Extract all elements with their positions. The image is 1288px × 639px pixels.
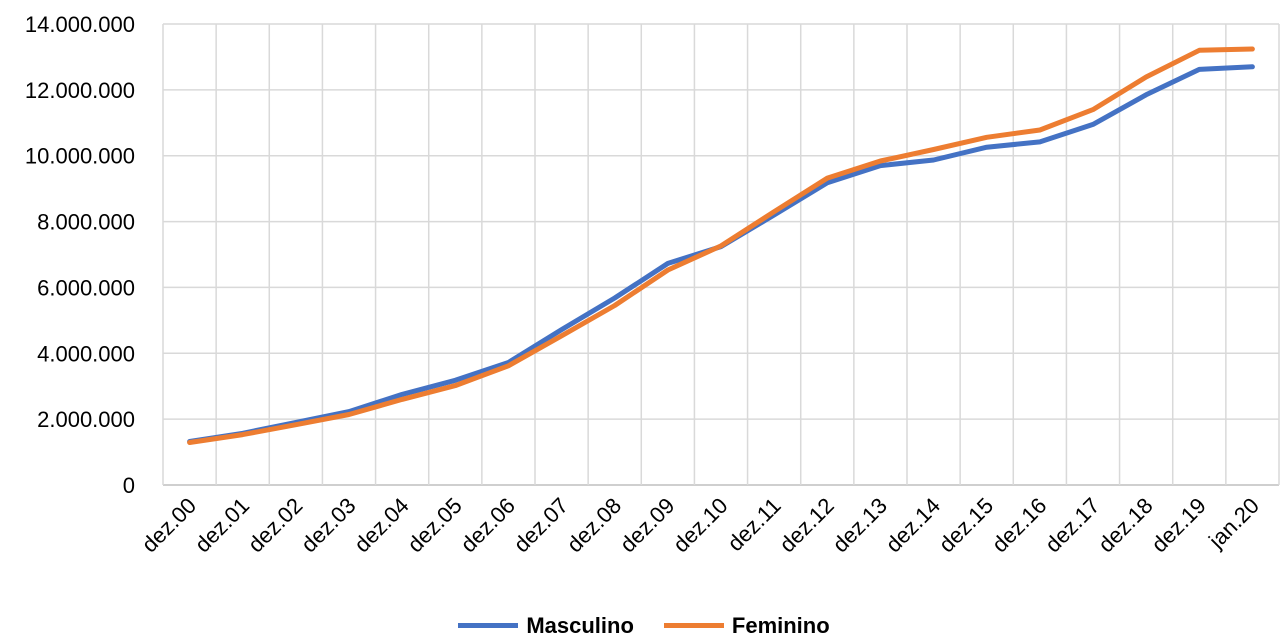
legend-item-masculino: Masculino <box>458 613 634 639</box>
y-tick-label: 4.000.000 <box>37 341 135 366</box>
legend-label-masculino: Masculino <box>526 612 634 638</box>
x-tick-label: dez.17 <box>1040 493 1104 557</box>
x-tick-label: dez.12 <box>774 493 838 557</box>
x-tick-label: dez.04 <box>349 493 413 557</box>
y-tick-label: 2.000.000 <box>37 407 135 432</box>
y-tick-label: 10.000.000 <box>25 144 135 169</box>
x-tick-label: dez.10 <box>668 493 732 557</box>
x-tick-label: dez.14 <box>881 493 945 557</box>
legend: Masculino Feminino <box>0 612 1288 639</box>
chart-canvas: 0 2.000.000 4.000.000 6.000.000 8.000.000 10.… <box>25 12 1280 557</box>
y-tick-label: 0 <box>123 473 135 498</box>
x-tick-label: dez.02 <box>243 493 307 557</box>
x-tick-label: dez.01 <box>190 493 254 557</box>
legend-swatch-masculino <box>458 623 519 628</box>
series-lines <box>187 46 1255 445</box>
legend-label-feminino: Feminino <box>731 612 830 638</box>
y-tick-label: 14.000.000 <box>25 12 135 37</box>
series-line-feminino <box>187 46 1255 445</box>
x-tick-label: dez.11 <box>722 493 785 556</box>
legend-swatch-feminino <box>663 623 724 628</box>
x-tick-label: dez.19 <box>1146 493 1210 557</box>
x-tick-label: dez.15 <box>934 493 998 557</box>
y-tick-label: 12.000.000 <box>25 78 135 103</box>
x-axis-tick-labels: dez.00dez.01dez.02dez.03dez.04dez.05dez.… <box>137 493 1264 557</box>
y-tick-label: 6.000.000 <box>37 275 135 300</box>
legend-item-feminino: Feminino <box>663 612 830 639</box>
y-axis-tick-labels: 0 2.000.000 4.000.000 6.000.000 8.000.000 10.… <box>25 12 135 498</box>
x-tick-label: dez.18 <box>1093 493 1157 557</box>
grid-lines <box>162 23 1280 486</box>
x-tick-label: dez.00 <box>137 493 201 557</box>
x-tick-label: dez.07 <box>509 493 573 557</box>
x-tick-label: dez.08 <box>562 493 626 557</box>
x-tick-label: dez.06 <box>456 493 520 557</box>
x-tick-label: dez.16 <box>987 493 1051 557</box>
x-tick-label: jan.20 <box>1203 493 1264 554</box>
x-tick-label: dez.03 <box>296 493 360 557</box>
x-tick-label: dez.05 <box>402 493 466 557</box>
x-tick-label: dez.09 <box>615 493 679 557</box>
x-tick-label: dez.13 <box>828 493 892 557</box>
y-tick-label: 8.000.000 <box>37 210 135 235</box>
series-line-masculino <box>187 64 1255 444</box>
